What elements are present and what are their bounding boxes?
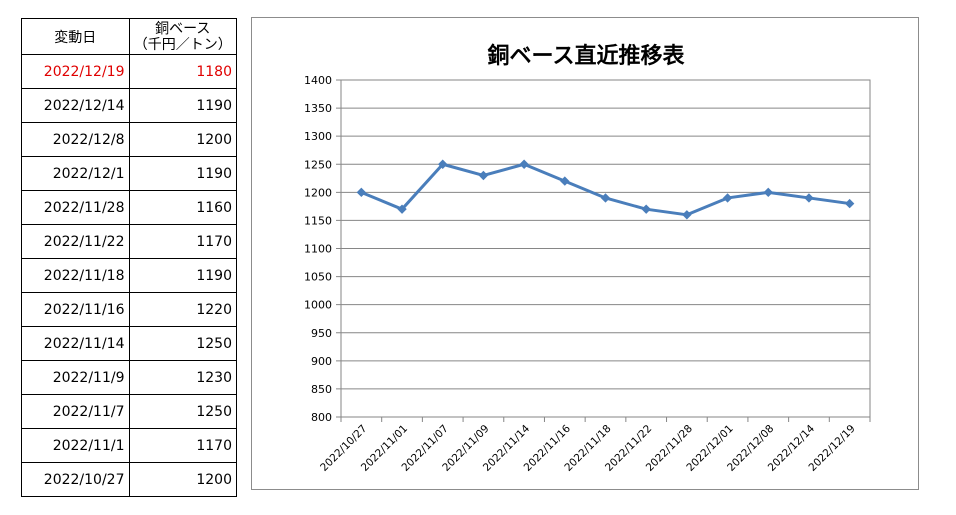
- table-row: 2022/11/1 1170: [21, 428, 237, 463]
- row-date: 2022/11/18: [21, 258, 130, 293]
- y-tick-label: 1350: [304, 102, 332, 115]
- y-tick-label: 1000: [304, 299, 332, 312]
- table-header-row: 変動日 銅ベース （千円／トン）: [21, 18, 237, 55]
- data-point: [682, 210, 692, 220]
- table-row: 2022/12/1 1190: [21, 156, 237, 191]
- row-price: 1190: [128, 88, 237, 123]
- data-point: [763, 187, 773, 198]
- data-point: [478, 170, 489, 181]
- row-price: 1170: [128, 224, 237, 259]
- y-tick-label: 800: [311, 411, 332, 424]
- row-price: 1250: [128, 326, 237, 361]
- row-date: 2022/10/27: [21, 462, 130, 497]
- table-row: 2022/11/28 1160: [21, 190, 237, 225]
- table-row: 2022/11/22 1170: [21, 224, 237, 259]
- header-date: 変動日: [21, 18, 130, 55]
- data-point: [519, 159, 529, 169]
- row-date: 2022/11/9: [21, 360, 130, 395]
- row-price: 1170: [128, 428, 237, 463]
- line-chart: 800 850 900 950 1000 1050 1100 1150 1200 1250 1300…: [304, 74, 871, 474]
- header-price-line1: 銅ベース: [155, 20, 211, 37]
- row-date: 2022/11/28: [21, 190, 130, 225]
- row-price: 1220: [128, 292, 237, 327]
- table-row: 2022/11/18 1190: [21, 258, 237, 293]
- table-row: 2022/11/16 1220: [21, 292, 237, 327]
- table-row: 2022/11/14 1250: [21, 326, 237, 361]
- data-point: [438, 159, 448, 169]
- data-point: [397, 204, 407, 214]
- table-row: 2022/10/27 1200: [21, 462, 237, 497]
- row-date: 2022/11/1: [21, 428, 130, 463]
- chart-frame: 800 850 900 950 1000 1050 1100 1150 1200 1250 1300…: [251, 17, 919, 490]
- series-line: [360, 162, 850, 217]
- price-table: 変動日 銅ベース （千円／トン） 2022/12/19 1180 2022/12/1…: [21, 18, 237, 497]
- row-date: 2022/12/1: [21, 156, 130, 191]
- data-point: [560, 176, 570, 186]
- row-date: 2022/11/22: [21, 224, 130, 259]
- y-tick-label: 1050: [304, 271, 332, 284]
- row-date: 2022/12/19: [21, 54, 130, 89]
- table-body: 2022/12/19 1180 2022/12/14 1190 2022/12/8 120…: [21, 54, 237, 497]
- table-row: 2022/12/14 1190: [21, 88, 237, 123]
- row-date: 2022/11/14: [21, 326, 130, 361]
- y-tick-label: 1400: [304, 74, 332, 87]
- row-date: 2022/11/7: [21, 394, 130, 429]
- data-point: [722, 193, 733, 203]
- row-price: 1200: [128, 462, 237, 497]
- y-tick-label: 850: [311, 383, 332, 396]
- y-tick-label: 1100: [304, 243, 332, 256]
- data-point: [356, 187, 367, 198]
- row-price: 1230: [128, 360, 237, 395]
- row-price: 1190: [128, 156, 237, 191]
- row-date: 2022/11/16: [21, 292, 130, 327]
- row-price: 1180: [128, 54, 237, 89]
- table-row: 2022/11/9 1230: [21, 360, 237, 395]
- y-tick-label: 900: [311, 355, 332, 368]
- row-price: 1250: [128, 394, 237, 429]
- table-row: 2022/11/7 1250: [21, 394, 237, 429]
- data-point: [600, 193, 611, 203]
- row-price: 1160: [128, 190, 237, 225]
- row-date: 2022/12/8: [21, 122, 130, 157]
- header-price-line2: （千円／トン）: [133, 36, 232, 53]
- header-price: 銅ベース （千円／トン）: [128, 18, 237, 55]
- chart-title: 銅ベース直近推移表: [487, 44, 685, 69]
- y-tick-label: 1250: [304, 158, 332, 171]
- table-row: 2022/12/19 1180: [21, 54, 237, 89]
- y-tick-label: 950: [311, 327, 332, 340]
- y-tick-label: 1200: [304, 186, 332, 199]
- y-tick-label: 1300: [304, 130, 332, 143]
- data-point: [844, 198, 855, 209]
- row-date: 2022/12/14: [21, 88, 130, 123]
- data-point: [804, 193, 814, 203]
- data-point: [641, 204, 651, 214]
- y-tick-label: 1150: [304, 214, 332, 227]
- row-price: 1200: [128, 122, 237, 157]
- row-price: 1190: [128, 258, 237, 293]
- table-row: 2022/12/8 1200: [21, 122, 237, 157]
